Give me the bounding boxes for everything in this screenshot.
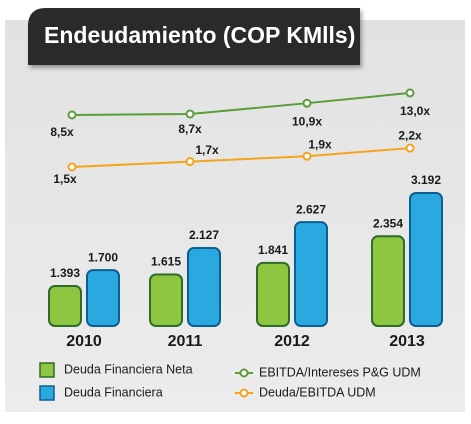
- bar-value-label: 2.627: [296, 202, 326, 216]
- line-value-label: 8,7x: [178, 122, 202, 136]
- legend-label: Deuda Financiera Neta: [64, 362, 193, 376]
- bar: [409, 191, 443, 327]
- line-marker: [67, 162, 77, 172]
- bar: [86, 269, 120, 327]
- line-value-label: 8,5x: [50, 125, 74, 139]
- legend-marker: [239, 368, 249, 378]
- line-value-label: 2,2x: [398, 128, 422, 142]
- line-value-label: 1,9x: [308, 137, 332, 151]
- line-marker: [302, 151, 312, 161]
- line-marker: [185, 157, 195, 167]
- legend-swatch: [39, 385, 55, 401]
- x-tick-label: 2011: [168, 333, 203, 350]
- line-marker: [405, 143, 415, 153]
- x-tick-label: 2010: [66, 333, 102, 350]
- bar-value-label: 1.841: [258, 243, 288, 257]
- legend-label: EBITDA/Intereses P&G UDM: [259, 365, 421, 379]
- panel: [5, 20, 465, 412]
- title-bar: [28, 8, 360, 65]
- line-value-label: 10,9x: [292, 114, 322, 128]
- line-marker: [67, 110, 77, 120]
- line-value-label: 13,0x: [400, 104, 430, 118]
- line-marker: [185, 109, 195, 119]
- bar: [149, 273, 183, 327]
- bar-value-label: 1.700: [88, 250, 118, 264]
- line-value-label: 1,5x: [53, 172, 77, 186]
- x-tick-label: 2013: [389, 333, 425, 350]
- bar-value-label: 3.192: [411, 173, 441, 187]
- bar: [294, 221, 328, 327]
- legend: Deuda Financiera Neta Deuda Financiera EBI…: [39, 362, 421, 401]
- bar-value-label: 1.615: [151, 255, 181, 269]
- legend-marker: [239, 388, 249, 398]
- legend-label: Deuda Financiera: [64, 385, 163, 399]
- line-marker: [302, 98, 312, 108]
- bar: [48, 284, 82, 328]
- plot: 2010 2011 2012 2013 1.393 1.615 1.841 2.354 1.70…: [48, 88, 443, 350]
- bar: [371, 235, 405, 327]
- bar-value-label: 2.127: [189, 228, 219, 242]
- line: [71, 91, 411, 116]
- bar: [256, 261, 290, 328]
- bar: [187, 247, 221, 327]
- legend-swatch: [39, 362, 55, 378]
- bar-value-label: 1.393: [50, 266, 80, 280]
- bar-value-label: 2.354: [373, 216, 403, 230]
- line: [71, 147, 411, 168]
- x-tick-label: 2012: [274, 333, 310, 350]
- line-value-label: 1,7x: [195, 143, 219, 157]
- chart-title: Endeudamiento (COP KMlls): [44, 22, 355, 48]
- legend-label: Deuda/EBITDA UDM: [259, 385, 376, 399]
- line-marker: [405, 88, 415, 98]
